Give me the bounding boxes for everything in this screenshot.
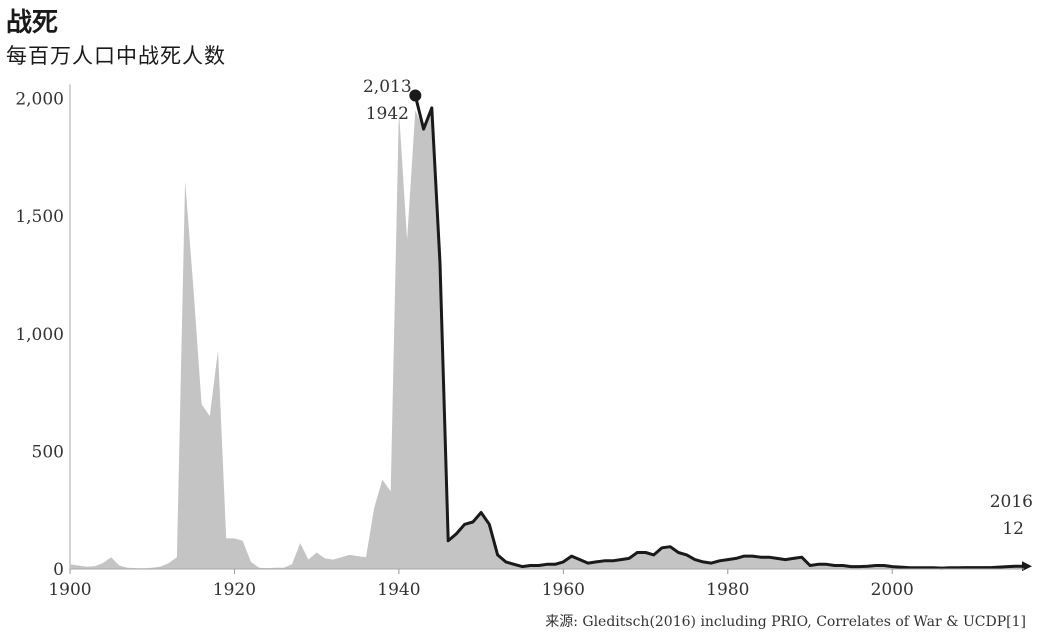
chart-title: 战死 bbox=[6, 8, 59, 38]
end-year-label: 2016 bbox=[990, 492, 1033, 512]
y-tick-label: 1,500 bbox=[15, 207, 64, 227]
x-tick-label: 1900 bbox=[48, 580, 91, 600]
source-note: 来源: Gleditsch(2016) including PRIO, Corr… bbox=[545, 614, 1026, 630]
y-tick-label: 1,000 bbox=[15, 325, 64, 345]
peak-year-label: 1942 bbox=[366, 104, 409, 124]
x-tick-label: 1920 bbox=[213, 580, 256, 600]
peak-value-label: 2,013 bbox=[363, 77, 412, 97]
y-tick-label: 2,000 bbox=[15, 90, 64, 110]
x-tick-label: 1960 bbox=[542, 580, 585, 600]
end-value-label: 12 bbox=[1002, 519, 1024, 539]
peak-marker bbox=[409, 89, 422, 102]
war-deaths-area bbox=[70, 107, 1024, 570]
y-tick-label: 0 bbox=[53, 560, 64, 580]
war-deaths-line bbox=[413, 95, 1032, 572]
chart-subtitle: 每百万人口中战死人数 bbox=[6, 44, 226, 68]
y-tick-label: 500 bbox=[32, 442, 64, 462]
x-tick-label: 1980 bbox=[706, 580, 749, 600]
x-tick-label: 1940 bbox=[377, 580, 420, 600]
x-tick-label: 2000 bbox=[871, 580, 914, 600]
